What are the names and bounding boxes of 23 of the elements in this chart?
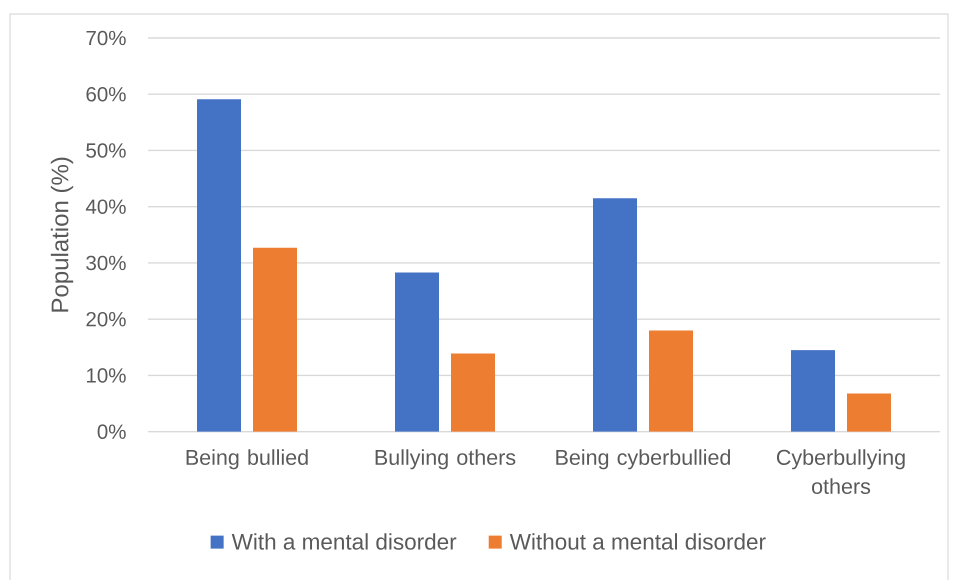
x-tick-label: Bullying others <box>376 449 516 470</box>
y-tick-label: 0% <box>98 424 126 439</box>
x-tick-label: Being cyberbullied <box>556 449 730 470</box>
y-tick-label: 70% <box>86 30 126 46</box>
bar <box>395 272 440 432</box>
y-axis-title: Population (%) <box>50 158 74 312</box>
y-tick-label: 60% <box>86 86 126 102</box>
bar <box>197 99 242 432</box>
bar <box>593 198 637 432</box>
x-tick-label: Cyberbullying others <box>776 449 905 494</box>
y-tick-label: 40% <box>86 199 126 214</box>
y-tick-label: 50% <box>86 143 126 158</box>
legend-label: With a mental disorder <box>232 533 456 550</box>
bar <box>847 393 891 432</box>
y-tick-label: 30% <box>86 256 126 270</box>
bar <box>451 354 496 432</box>
bar <box>791 350 835 432</box>
bar <box>253 248 298 432</box>
x-tick-label: Being bullied <box>186 449 308 470</box>
legend-label: Without a mental disorder <box>510 533 766 550</box>
y-tick-label: 20% <box>86 312 126 326</box>
bar <box>649 330 694 432</box>
y-tick-label: 10% <box>87 368 126 383</box>
